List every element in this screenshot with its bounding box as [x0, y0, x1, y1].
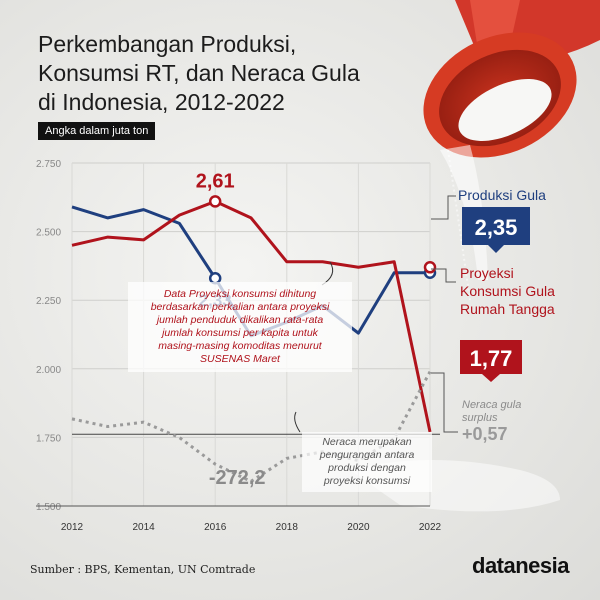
konsumsi-2016-label: 2,61 — [196, 170, 235, 192]
note-line: jumlah penduduk dikalikan rata-rata — [156, 314, 324, 326]
note-line: masing-masing komoditas menurut — [158, 340, 322, 352]
konsumsi-series-label: Rumah Tangga — [460, 301, 555, 317]
konsumsi-marker — [423, 261, 437, 274]
neraca-value: +0,57 — [462, 424, 508, 444]
unit-badge: Angka dalam juta ton — [38, 122, 156, 140]
neraca-series-label: Neraca gula — [462, 399, 521, 411]
note-line: produksi dengan — [328, 462, 406, 474]
title-line: di Indonesia, 2012-2022 — [38, 89, 285, 115]
x-tick-label: 2014 — [132, 522, 155, 533]
x-tick-label: 2020 — [347, 522, 370, 533]
konsumsi-value-box — [460, 340, 522, 374]
produksi-value-pointer — [488, 245, 504, 253]
produksi-series-label: Produksi Gula — [458, 187, 546, 203]
brand-logo: datanesia — [472, 553, 570, 578]
note-line: jumlah konsumsi per kapita untuk — [162, 327, 318, 339]
neraca-line — [71, 370, 432, 483]
neraca-note: Neraca merupakan pengurangan antara prod… — [302, 432, 432, 492]
title-line: Konsumsi RT, dan Neraca Gula — [38, 60, 360, 86]
note-line: Data Proyeksi konsumsi dihitung — [163, 288, 317, 300]
konsumsi-series-label: Proyeksi — [460, 265, 514, 281]
source-text: Sumber : BPS, Kementan, UN Comtrade — [30, 563, 256, 576]
neraca-series-label: surplus — [462, 412, 498, 424]
x-tick-label: 2018 — [276, 522, 299, 533]
y-tick-label: 2.000 — [36, 365, 61, 376]
konsumsi-marker — [208, 195, 222, 208]
produksi-value: 2,35 — [475, 215, 518, 240]
note-line: Neraca merupakan — [322, 436, 412, 448]
neraca-2016-label: -272,2 — [209, 467, 266, 489]
chart-title: Perkembangan Produksi, Konsumsi RT, dan … — [38, 30, 368, 117]
produksi-value-box — [462, 207, 530, 245]
y-tick-label: 2.750 — [36, 159, 61, 170]
neraca-note-arrow — [294, 411, 301, 433]
x-tick-label: 2022 — [419, 522, 442, 533]
y-tick-label: 2.250 — [36, 296, 61, 307]
produksi-connector — [431, 195, 456, 220]
y-tick-label: 2.500 — [36, 228, 61, 239]
note-line: berdasarkan perkalian antara proyeksi — [150, 301, 330, 313]
konsumsi-value: 1,77 — [470, 346, 513, 371]
neraca-connector — [431, 372, 458, 433]
konsumsi-series-label: Konsumsi Gula — [460, 283, 555, 299]
konsumsi-connector — [431, 268, 456, 283]
note-line: SUSENAS Maret — [200, 353, 280, 365]
y-tick-label: 1.500 — [36, 502, 61, 513]
y-tick-label: 1.750 — [36, 433, 61, 444]
x-tick-label: 2012 — [61, 522, 84, 533]
konsumsi-value-pointer — [482, 374, 500, 382]
x-tick-label: 2016 — [204, 522, 227, 533]
konsumsi-line — [71, 199, 432, 433]
note-line: proyeksi konsumsi — [323, 475, 411, 487]
title-line: Perkembangan Produksi, — [38, 31, 297, 57]
konsumsi-note: Data Proyeksi konsumsi dihitung berdasar… — [128, 282, 352, 372]
note-line: pengurangan antara — [319, 449, 415, 461]
